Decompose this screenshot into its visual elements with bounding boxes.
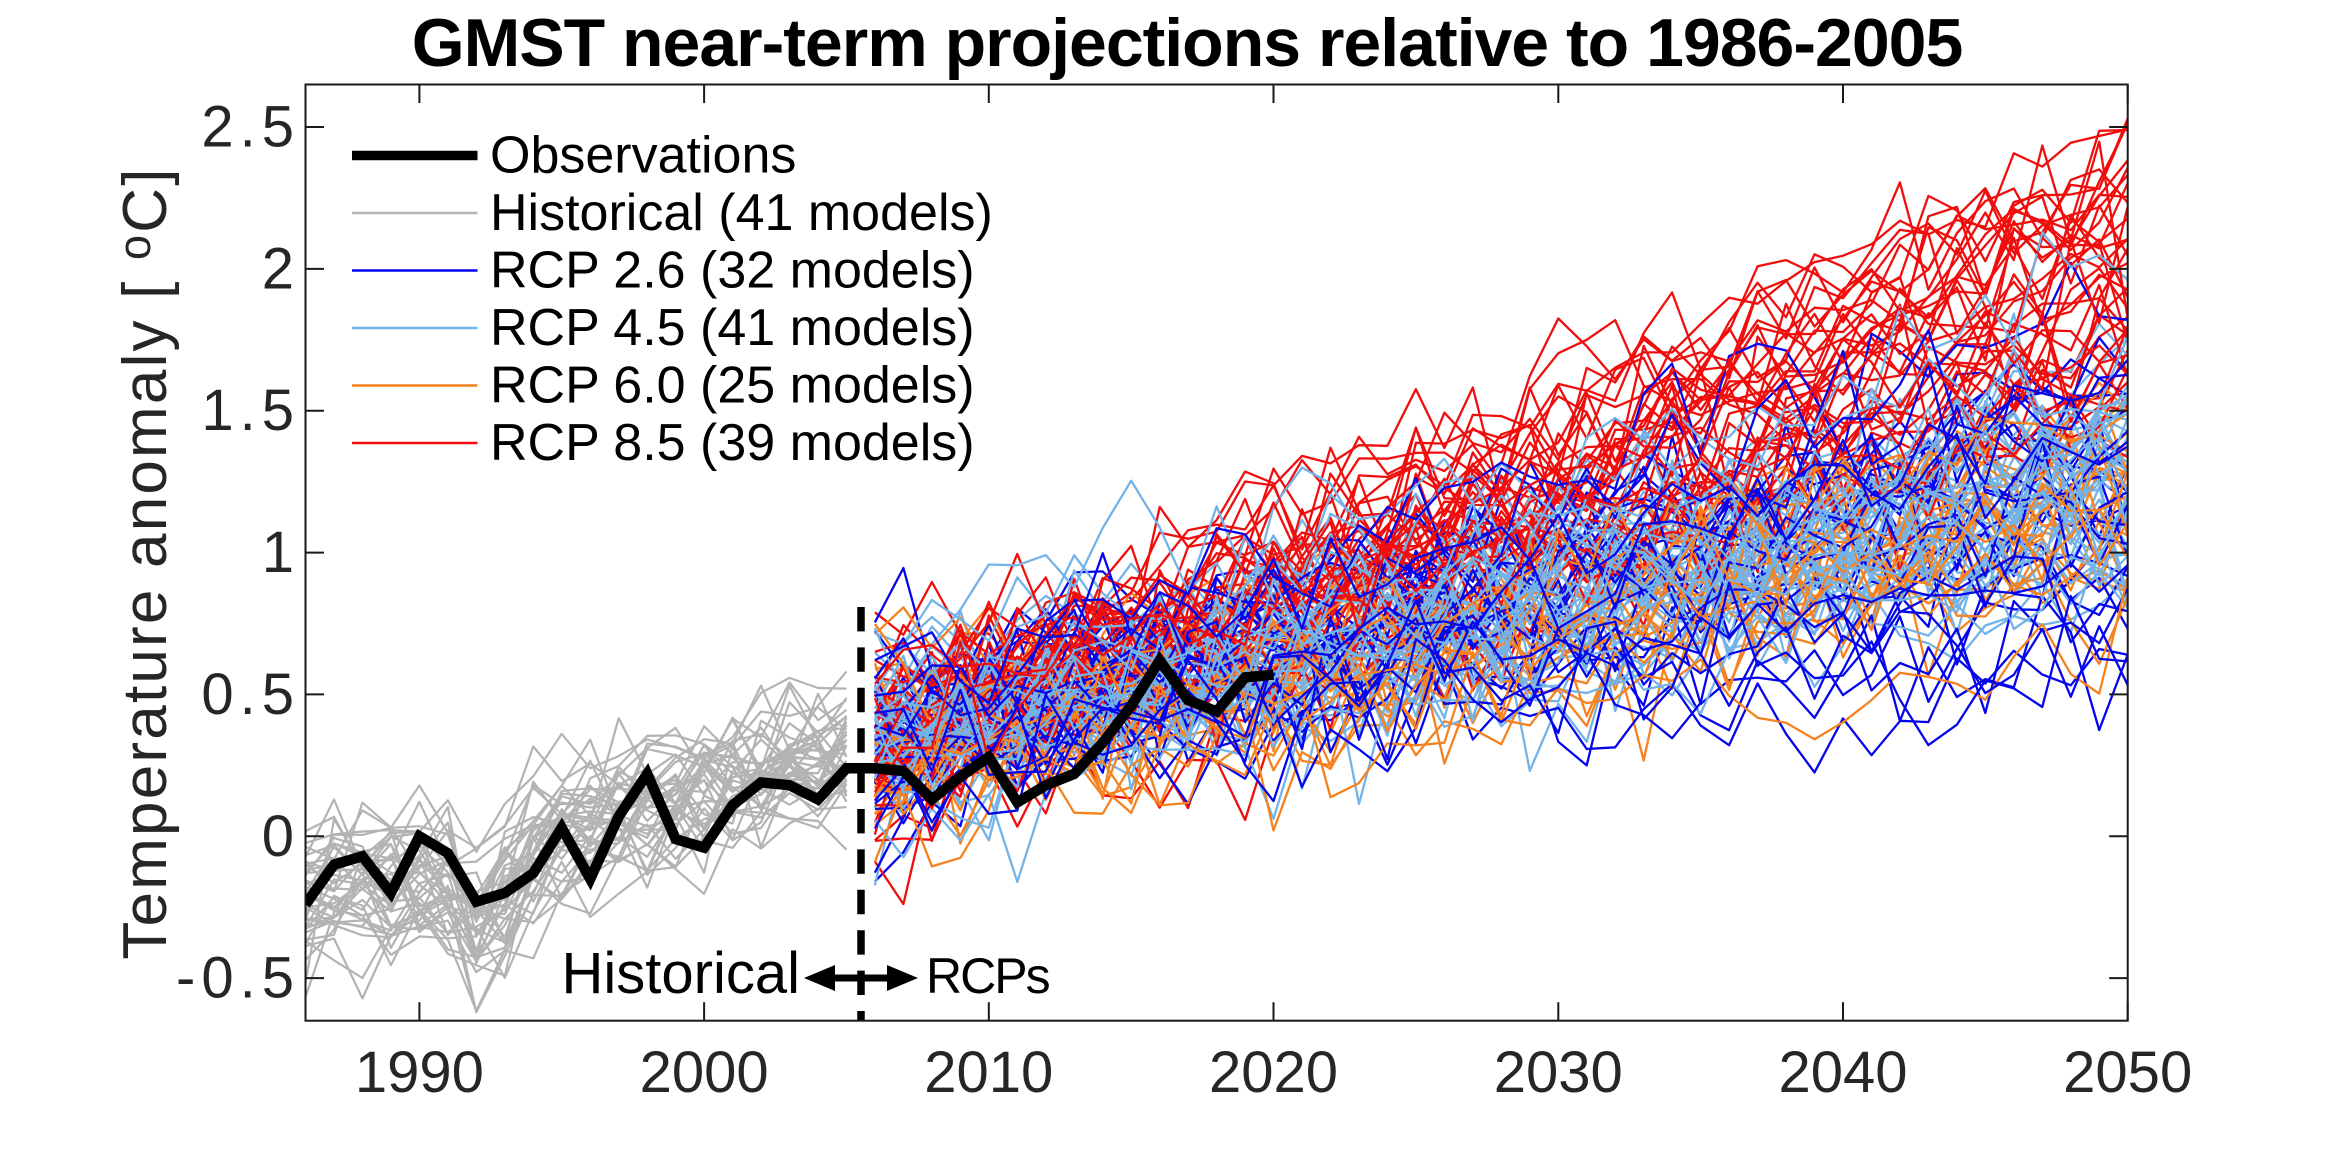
svg-text:2050: 2050 — [2063, 1040, 2192, 1105]
svg-text:Historical (41 models): Historical (41 models) — [490, 184, 993, 242]
svg-text:RCP 2.6 (32 models): RCP 2.6 (32 models) — [490, 242, 975, 300]
svg-text:2030: 2030 — [1494, 1040, 1623, 1105]
svg-text:2000: 2000 — [640, 1040, 769, 1105]
svg-text:-0.5: -0.5 — [176, 946, 300, 1011]
svg-text:1: 1 — [262, 520, 294, 585]
svg-text:0.5: 0.5 — [201, 662, 300, 727]
svg-text:Temperature anomaly [ oC]: Temperature anomaly [ oC] — [109, 166, 180, 959]
svg-text:Observations: Observations — [490, 127, 796, 185]
svg-text:2010: 2010 — [924, 1040, 1053, 1105]
svg-text:RCP 6.0 (25 models): RCP 6.0 (25 models) — [490, 357, 975, 415]
svg-text:RCPs: RCPs — [926, 948, 1050, 1004]
svg-text:RCP 4.5 (41 models): RCP 4.5 (41 models) — [490, 299, 975, 357]
svg-text:2.5: 2.5 — [201, 95, 300, 160]
svg-text:2020: 2020 — [1209, 1040, 1338, 1105]
svg-text:GMST near-term projections rel: GMST near-term projections relative to 1… — [412, 5, 1963, 81]
svg-text:1.5: 1.5 — [201, 378, 300, 443]
svg-text:0: 0 — [262, 804, 294, 869]
svg-text:2: 2 — [262, 236, 294, 301]
svg-text:RCP 8.5 (39 models): RCP 8.5 (39 models) — [490, 414, 975, 472]
svg-text:2040: 2040 — [1778, 1040, 1907, 1105]
svg-text:1990: 1990 — [355, 1040, 484, 1105]
svg-text:Historical: Historical — [562, 941, 801, 1006]
